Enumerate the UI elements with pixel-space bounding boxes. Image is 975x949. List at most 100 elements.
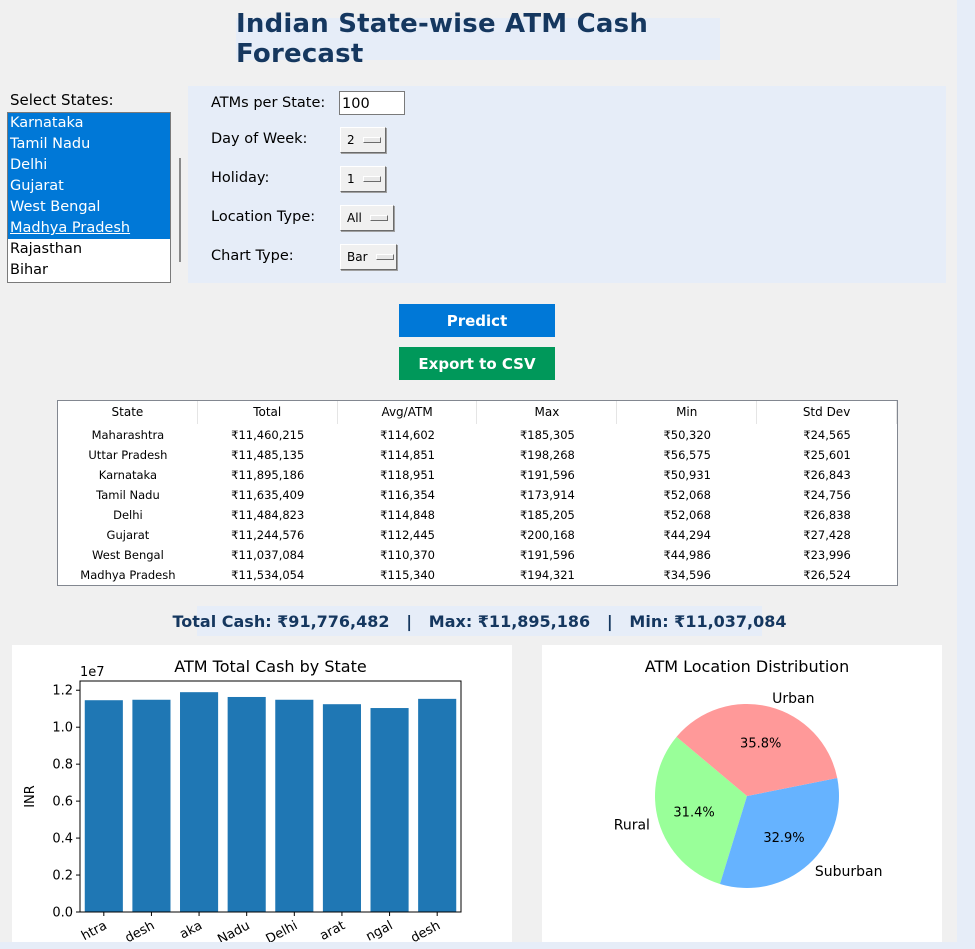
state-list-item[interactable]: West Bengal bbox=[8, 197, 170, 218]
pie-category-label: Urban bbox=[772, 691, 814, 707]
states-listbox[interactable]: Karnataka Tamil Nadu Delhi Gujarat West Beng… bbox=[7, 112, 171, 283]
day-of-week-option-menu[interactable]: 2 bbox=[340, 127, 386, 153]
table-cell: Tamil Nadu bbox=[96, 488, 160, 502]
results-table[interactable]: State Total Avg/ATM Max Min Std Dev Maharasht… bbox=[57, 400, 898, 586]
pie-pct-label: 32.9% bbox=[763, 831, 804, 846]
table-row[interactable]: West Bengal ₹11,037,084 ₹110,370 ₹191,596 ₹4… bbox=[58, 545, 897, 565]
state-list-item[interactable]: Karnataka bbox=[8, 113, 170, 134]
table-cell: ₹112,445 bbox=[380, 528, 435, 542]
table-cell: ₹114,848 bbox=[380, 508, 435, 522]
table-cell: ₹11,635,409 bbox=[231, 488, 305, 502]
table-cell: ₹191,596 bbox=[519, 468, 575, 482]
table-cell: Karnataka bbox=[98, 468, 158, 482]
table-cell: ₹110,370 bbox=[380, 548, 435, 562]
plot-frame bbox=[79, 680, 462, 913]
table-cell: ₹198,268 bbox=[519, 448, 575, 462]
table-row[interactable]: Karnataka ₹11,895,186 ₹118,951 ₹191,596 ₹50,… bbox=[58, 465, 897, 485]
table-cell: ₹25,601 bbox=[803, 448, 851, 462]
state-list-item-label: Rajasthan bbox=[10, 241, 83, 257]
y-tick-label: 0.0 bbox=[52, 906, 73, 921]
bar-chart: ATM Total Cash by State 0.0 0.2 0.4 0.6 0.8 1.… bbox=[23, 657, 462, 948]
column-header[interactable]: Avg/ATM bbox=[338, 401, 478, 424]
table-cell: ₹11,244,576 bbox=[231, 528, 305, 542]
summary-text: Total Cash: ₹91,776,482 | Max: ₹11,895,1… bbox=[172, 611, 787, 631]
y-tick-label: 1.2 bbox=[52, 684, 73, 699]
x-tick-label: htra bbox=[79, 918, 110, 942]
table-cell: ₹50,320 bbox=[663, 428, 711, 442]
state-list-item[interactable]: Gujarat bbox=[8, 176, 170, 197]
table-cell: ₹34,596 bbox=[663, 568, 711, 582]
column-header[interactable]: Std Dev bbox=[757, 401, 897, 424]
table-cell: ₹11,895,186 bbox=[231, 468, 305, 482]
bar-madhya-pradesh bbox=[418, 698, 457, 912]
table-cell: ₹11,484,823 bbox=[231, 508, 305, 522]
y-axis-label: INR bbox=[23, 785, 38, 808]
atms-per-state-input[interactable] bbox=[339, 91, 405, 115]
state-list-item-label: Delhi bbox=[10, 157, 48, 173]
page-title: Indian State-wise ATM Cash Forecast bbox=[236, 9, 649, 69]
bar-uttar-pradesh bbox=[132, 699, 171, 912]
table-row[interactable]: Delhi ₹11,484,823 ₹114,848 ₹185,205 ₹52,068 ₹… bbox=[58, 505, 897, 525]
y-tick-label: 0.4 bbox=[52, 832, 73, 847]
x-tick-label: Nadu bbox=[215, 918, 252, 942]
chart-type-option-menu[interactable]: Bar bbox=[340, 244, 397, 270]
table-row[interactable]: Madhya Pradesh ₹11,534,054 ₹115,340 ₹194,32… bbox=[58, 565, 897, 585]
column-header[interactable]: Min bbox=[617, 401, 758, 424]
table-cell: ₹11,485,135 bbox=[231, 448, 305, 462]
x-tick-label: arat bbox=[317, 918, 347, 942]
title-banner: Indian State-wise ATM Cash Forecast bbox=[236, 9, 720, 69]
state-list-item-label: Bihar bbox=[10, 262, 49, 278]
table-cell: ₹185,305 bbox=[519, 428, 575, 442]
table-cell: ₹11,037,084 bbox=[231, 548, 305, 562]
chart-title: ATM Location Distribution bbox=[645, 657, 849, 676]
state-list-item[interactable]: Madhya Pradesh bbox=[8, 218, 170, 239]
table-cell: ₹11,534,054 bbox=[231, 568, 305, 582]
x-tick-label: desh bbox=[408, 918, 443, 942]
table-row[interactable]: Maharashtra ₹11,460,215 ₹114,602 ₹185,305 ₹5… bbox=[58, 425, 897, 445]
column-header[interactable]: Max bbox=[477, 401, 618, 424]
table-row[interactable]: Gujarat ₹11,244,576 ₹112,445 ₹200,168 ₹44,29… bbox=[58, 525, 897, 545]
pie-category-label: Suburban bbox=[815, 864, 883, 880]
table-row[interactable]: Uttar Pradesh ₹11,485,135 ₹114,851 ₹198,268… bbox=[58, 445, 897, 465]
state-list-item[interactable]: Delhi bbox=[8, 155, 170, 176]
export-csv-button[interactable]: Export to CSV bbox=[399, 347, 555, 380]
table-cell: ₹26,843 bbox=[803, 468, 851, 482]
day-of-week-label: Day of Week: bbox=[211, 131, 308, 147]
option-menu-indicator-icon bbox=[369, 215, 388, 221]
table-cell: ₹52,068 bbox=[663, 508, 711, 522]
column-header[interactable]: Total bbox=[198, 401, 338, 424]
table-cell: ₹118,951 bbox=[380, 468, 435, 482]
window-bottom-strip bbox=[0, 942, 975, 949]
table-cell: Uttar Pradesh bbox=[88, 448, 168, 462]
state-list-item[interactable]: Bihar bbox=[8, 260, 170, 281]
table-row[interactable]: Tamil Nadu ₹11,635,409 ₹116,354 ₹173,914 ₹52… bbox=[58, 485, 897, 505]
y-scale-label: 1e7 bbox=[80, 665, 105, 680]
column-header[interactable]: State bbox=[58, 401, 198, 424]
window-edge-strip bbox=[957, 0, 975, 949]
table-body: Maharashtra ₹11,460,215 ₹114,602 ₹185,305 ₹5… bbox=[58, 425, 897, 585]
x-tick-label: aka bbox=[177, 918, 205, 942]
state-list-item-label: Gujarat bbox=[10, 178, 64, 194]
holiday-option-menu[interactable]: 1 bbox=[340, 166, 386, 192]
state-list-item[interactable]: Rajasthan bbox=[8, 239, 170, 260]
option-menu-indicator-icon bbox=[375, 254, 394, 260]
location-type-value: All bbox=[347, 211, 362, 225]
table-cell: ₹26,838 bbox=[803, 508, 851, 522]
listbox-scrollbar[interactable] bbox=[179, 158, 181, 262]
pie-chart: ATM Location Distribution 31.4% Rural 32.9%… bbox=[614, 657, 883, 888]
table-cell: Maharashtra bbox=[91, 428, 165, 442]
table-cell: ₹114,851 bbox=[380, 448, 435, 462]
pie-pct-label: 31.4% bbox=[673, 806, 714, 821]
table-cell: ₹11,460,215 bbox=[231, 428, 305, 442]
bar-tamil-nadu bbox=[227, 696, 266, 912]
location-type-option-menu[interactable]: All bbox=[340, 205, 394, 231]
state-list-item[interactable]: Tamil Nadu bbox=[8, 134, 170, 155]
y-tick-label: 0.8 bbox=[52, 758, 73, 773]
table-cell: ₹194,321 bbox=[519, 568, 575, 582]
location-type-label: Location Type: bbox=[211, 209, 316, 225]
table-cell: ₹56,575 bbox=[663, 448, 711, 462]
x-tick-label: Delhi bbox=[264, 918, 301, 942]
y-tick-label: 0.2 bbox=[52, 869, 73, 884]
predict-button[interactable]: Predict bbox=[399, 304, 555, 337]
pie-slice-suburban bbox=[719, 778, 839, 888]
